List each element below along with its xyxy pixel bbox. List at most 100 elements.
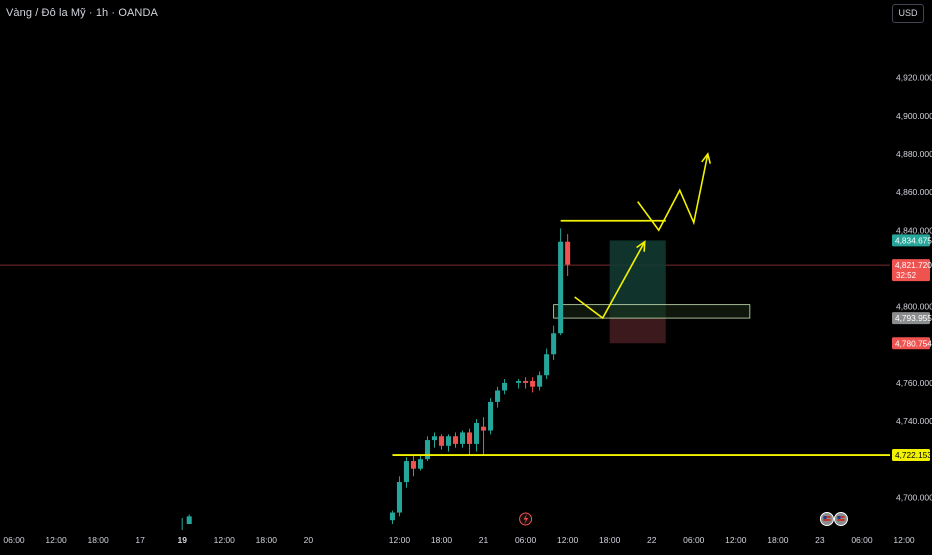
candle-body — [488, 401, 494, 431]
price-label: 4,793.955 — [892, 312, 932, 325]
time-tick-label: 12:00 — [214, 535, 236, 545]
price-tick-label: 4,800.000 — [896, 302, 932, 312]
candle-body — [474, 422, 480, 444]
arrow-path-target[interactable] — [637, 153, 709, 232]
time-tick-label: 12:00 — [45, 535, 67, 545]
time-tick-label: 12:00 — [725, 535, 747, 545]
price-tick-label: 4,880.000 — [896, 149, 932, 159]
price-label: 4,780.754 — [892, 337, 932, 350]
candle[interactable] — [467, 428, 473, 456]
candle[interactable] — [537, 371, 543, 391]
currency-button[interactable]: USD — [892, 4, 924, 23]
candle[interactable] — [488, 398, 494, 435]
time-tick-label: 06:00 — [3, 535, 25, 545]
candle[interactable] — [438, 434, 445, 450]
candle[interactable] — [523, 377, 529, 389]
candle-body — [530, 380, 536, 387]
candle-body — [495, 390, 501, 402]
candle-body — [389, 512, 395, 521]
candle[interactable] — [424, 436, 431, 462]
candle-body — [523, 380, 529, 383]
candle[interactable] — [530, 377, 536, 393]
candle-body — [551, 333, 557, 355]
candle-body — [516, 380, 522, 383]
candle[interactable] — [410, 455, 416, 477]
price-tick-label: 4,760.000 — [896, 378, 932, 388]
candle[interactable] — [551, 325, 557, 360]
candle[interactable] — [389, 510, 395, 524]
entry-zone[interactable] — [553, 304, 751, 319]
symbol-title[interactable]: Vàng / Đô la Mỹ · 1h · OANDA — [6, 7, 158, 19]
flag-icon[interactable] — [833, 512, 848, 526]
time-tick-label: 19 — [177, 535, 187, 545]
candle[interactable] — [558, 228, 564, 336]
candle-body — [438, 436, 445, 446]
time-tick-label: 12:00 — [893, 535, 915, 545]
lightning-icon[interactable] — [519, 512, 533, 526]
candle[interactable] — [452, 432, 459, 448]
stop-zone[interactable] — [609, 318, 666, 344]
arrow-path-target-arrowhead — [701, 152, 712, 164]
arrow-path-entry[interactable] — [574, 241, 646, 320]
candle-body — [558, 241, 564, 334]
candle[interactable] — [417, 455, 423, 471]
time-tick-label: 06:00 — [515, 535, 537, 545]
candle[interactable] — [459, 430, 466, 448]
candle[interactable] — [481, 417, 487, 456]
time-tick-label: 18:00 — [599, 535, 621, 545]
price-label-box — [892, 337, 930, 350]
price-label-value: 4,821.720 — [895, 260, 932, 270]
time-tick-label: 22 — [647, 535, 657, 545]
candle[interactable] — [565, 234, 571, 277]
candle-body — [467, 432, 473, 444]
price-label: 4,722.153 — [892, 449, 932, 462]
candle[interactable] — [544, 348, 550, 380]
time-tick-label: 12:00 — [557, 535, 579, 545]
candle-body — [403, 461, 409, 483]
candle[interactable] — [516, 379, 522, 389]
candle-body — [565, 241, 571, 265]
time-tick-label: 18:00 — [431, 535, 453, 545]
price-label-value: 4,793.955 — [895, 313, 932, 323]
candle-body — [417, 459, 423, 469]
candle[interactable] — [495, 386, 501, 408]
candle-body — [424, 440, 431, 460]
candle-body — [452, 436, 459, 444]
candle-body — [459, 432, 466, 444]
countdown-label: 32:52 — [896, 271, 917, 280]
price-label-box — [892, 259, 930, 282]
candle-body — [481, 426, 487, 431]
price-tick-label: 4,700.000 — [896, 492, 932, 502]
candle-body — [544, 354, 550, 376]
price-tick-label: 4,840.000 — [896, 225, 932, 235]
price-label-box — [892, 234, 930, 247]
flag-icon[interactable] — [819, 512, 834, 526]
candle-body — [396, 482, 402, 513]
candle[interactable] — [396, 476, 402, 517]
time-tick-label: 21 — [479, 535, 489, 545]
candle[interactable] — [445, 434, 452, 452]
price-label-box — [892, 312, 930, 325]
candle[interactable] — [403, 457, 409, 488]
time-tick-label: 17 — [135, 535, 145, 545]
price-label: 4,834.675 — [892, 234, 932, 247]
candle[interactable] — [431, 432, 438, 448]
time-tick-label: 18:00 — [87, 535, 109, 545]
time-tick-label: 18:00 — [767, 535, 789, 545]
candle-body — [431, 436, 438, 441]
candle-body — [186, 516, 192, 524]
candle-body — [502, 382, 508, 391]
time-tick-label: 06:00 — [683, 535, 705, 545]
candle[interactable] — [502, 379, 508, 395]
time-tick-label: 20 — [304, 535, 314, 545]
candle[interactable] — [474, 419, 480, 452]
arrow-path-entry-arrowhead — [636, 240, 646, 252]
price-tick-label: 4,860.000 — [896, 187, 932, 197]
price-tick-label: 4,900.000 — [896, 111, 932, 121]
price-tick-label: 4,740.000 — [896, 416, 932, 426]
time-tick-label: 12:00 — [389, 535, 411, 545]
candle[interactable] — [186, 514, 192, 524]
